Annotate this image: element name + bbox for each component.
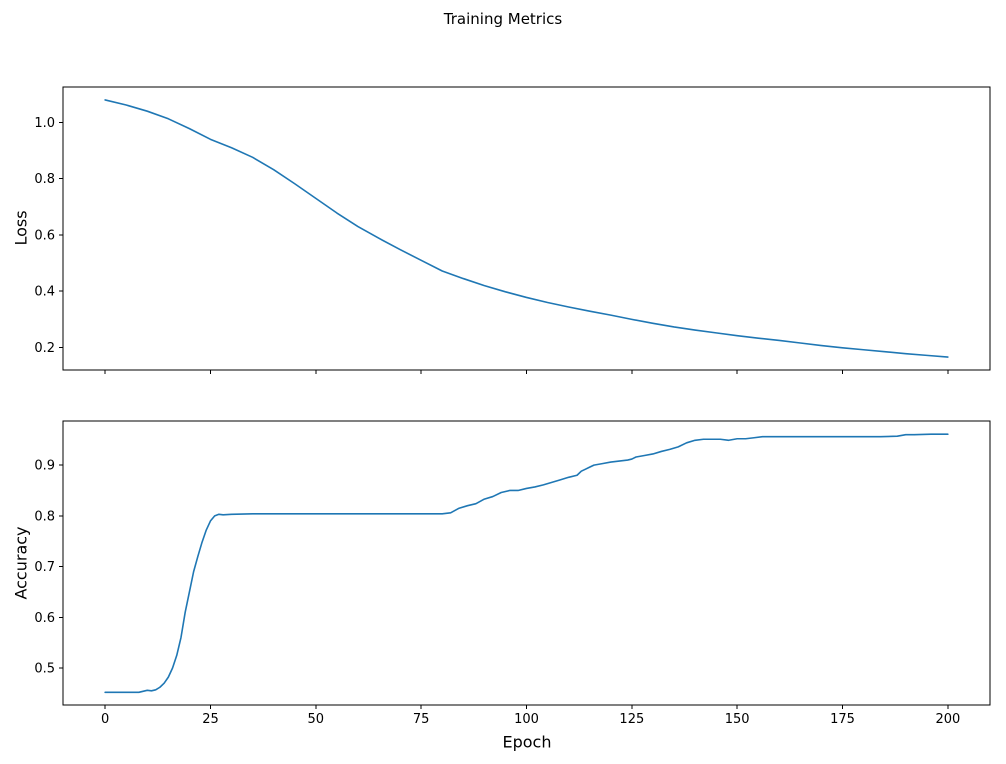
epoch-x-axis-label: Epoch (502, 732, 552, 752)
accuracy-y-axis-label: Accuracy (11, 526, 31, 600)
x-tick-label: 0 (101, 712, 109, 727)
y-tick-label: 0.5 (34, 661, 55, 676)
x-tick-label: 175 (830, 712, 855, 727)
x-tick-label: 25 (202, 712, 219, 727)
x-tick-label: 150 (725, 712, 750, 727)
y-tick-label: 0.2 (34, 341, 55, 356)
x-tick-label: 75 (413, 712, 430, 727)
y-tick-label: 0.8 (34, 509, 55, 524)
y-tick-label: 0.4 (34, 285, 55, 300)
loss-y-axis-label: Loss (11, 210, 31, 246)
y-tick-label: 0.6 (34, 228, 55, 243)
figure-title: Training Metrics (443, 10, 563, 28)
x-tick-label: 100 (514, 712, 539, 727)
accuracy-line (104, 433, 949, 694)
x-tick-label: 200 (935, 712, 960, 727)
y-tick-label: 0.8 (34, 172, 55, 187)
x-tick-label: 125 (619, 712, 644, 727)
y-tick-label: 0.6 (34, 611, 55, 626)
y-tick-label: 1.0 (34, 116, 55, 131)
axes-frame (62, 420, 991, 706)
y-tick-label: 0.7 (34, 560, 55, 575)
loss-line (104, 99, 949, 358)
y-tick-label: 0.9 (34, 459, 55, 474)
x-tick-label: 50 (308, 712, 325, 727)
axes-frame (62, 86, 991, 371)
